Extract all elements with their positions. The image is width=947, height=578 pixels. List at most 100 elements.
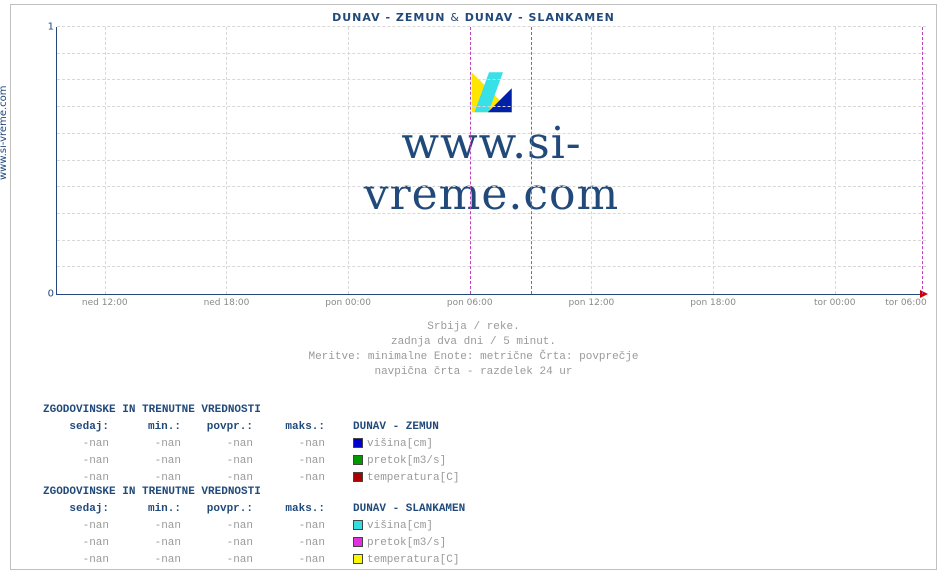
xaxis-tick-label: pon 06:00: [447, 298, 493, 308]
grid-vline: [226, 27, 227, 294]
grid-vline: [835, 27, 836, 294]
xaxis-tick-label: pon 00:00: [325, 298, 371, 308]
stats-row: -nan-nan-nan-nanvišina[cm]: [45, 519, 471, 534]
stats-block-a: ZGODOVINSKE IN TRENUTNE VREDNOSTIsedaj:m…: [43, 403, 923, 488]
stats-value: -nan: [189, 519, 259, 534]
stats-value: -nan: [117, 471, 187, 486]
grid-vline: [105, 27, 106, 294]
stats-header: ZGODOVINSKE IN TRENUTNE VREDNOSTI: [43, 403, 923, 418]
grid-hline: [57, 240, 926, 241]
legend-label: temperatura[C]: [367, 472, 459, 484]
stats-metric-cell: pretok[m3/s]: [333, 454, 465, 469]
caption-line: Srbija / reke.: [11, 320, 936, 335]
stats-value: -nan: [45, 454, 115, 469]
stats-station-name: DUNAV - SLANKAMEN: [333, 502, 471, 517]
chart-caption: Srbija / reke.zadnja dva dni / 5 minut.M…: [11, 320, 936, 380]
stats-value: -nan: [117, 519, 187, 534]
grid-vline: [348, 27, 349, 294]
site-credit: www.si-vreme.com: [0, 85, 9, 180]
xaxis-tick-label: ned 18:00: [204, 298, 250, 308]
grid-hline: [57, 133, 926, 134]
stats-metric-cell: temperatura[C]: [333, 471, 465, 486]
stats-value: -nan: [261, 437, 331, 452]
stats-col-header: maks.:: [261, 420, 331, 435]
stats-value: -nan: [45, 519, 115, 534]
title-ampersand: &: [450, 11, 460, 24]
stats-row: -nan-nan-nan-nanpretok[m3/s]: [45, 454, 465, 469]
stats-value: -nan: [189, 454, 259, 469]
stats-value: -nan: [261, 536, 331, 551]
legend-label: višina[cm]: [367, 520, 433, 532]
watermark: www.si-vreme.com: [274, 72, 709, 220]
stats-value: -nan: [45, 553, 115, 568]
stats-metric-cell: pretok[m3/s]: [333, 536, 471, 551]
stats-row: -nan-nan-nan-nantemperatura[C]: [45, 553, 471, 568]
stats-header: ZGODOVINSKE IN TRENUTNE VREDNOSTI: [43, 485, 923, 500]
chart-plot-area: www.si-vreme.com 01ned 12:00ned 18:00pon…: [56, 27, 926, 295]
day-divider-line: [922, 27, 923, 294]
stats-value: -nan: [45, 437, 115, 452]
chart-title: DUNAV - ZEMUN & DUNAV - SLANKAMEN: [11, 11, 936, 24]
stats-row: -nan-nan-nan-nanpretok[m3/s]: [45, 536, 471, 551]
stats-value: -nan: [261, 454, 331, 469]
stats-col-header: min.:: [117, 420, 187, 435]
stats-block-b: ZGODOVINSKE IN TRENUTNE VREDNOSTIsedaj:m…: [43, 485, 923, 570]
stats-table: sedaj:min.:povpr.:maks.:DUNAV - SLANKAME…: [43, 500, 473, 570]
legend-label: pretok[m3/s]: [367, 455, 446, 467]
stats-metric-cell: višina[cm]: [333, 437, 465, 452]
stats-value: -nan: [189, 437, 259, 452]
stats-metric-cell: temperatura[C]: [333, 553, 471, 568]
title-series-a: DUNAV - ZEMUN: [332, 11, 445, 24]
stats-metric-cell: višina[cm]: [333, 519, 471, 534]
legend-swatch: [353, 537, 363, 547]
stats-value: -nan: [117, 553, 187, 568]
stats-station-name: DUNAV - ZEMUN: [333, 420, 465, 435]
stats-value: -nan: [189, 536, 259, 551]
stats-col-header: sedaj:: [45, 420, 115, 435]
grid-hline: [57, 160, 926, 161]
stats-row: -nan-nan-nan-nanvišina[cm]: [45, 437, 465, 452]
day-divider-line: [531, 27, 532, 294]
legend-swatch: [353, 455, 363, 465]
stats-row: -nan-nan-nan-nantemperatura[C]: [45, 471, 465, 486]
stats-value: -nan: [117, 437, 187, 452]
stats-value: -nan: [45, 536, 115, 551]
stats-value: -nan: [117, 536, 187, 551]
xaxis-tick-label: pon 12:00: [569, 298, 615, 308]
stats-col-header: sedaj:: [45, 502, 115, 517]
grid-hline: [57, 26, 926, 27]
stats-value: -nan: [189, 553, 259, 568]
grid-vline: [591, 27, 592, 294]
legend-label: temperatura[C]: [367, 554, 459, 566]
xaxis-tick-label: pon 18:00: [690, 298, 736, 308]
stats-col-header: min.:: [117, 502, 187, 517]
stats-value: -nan: [261, 553, 331, 568]
grid-hline: [57, 106, 926, 107]
caption-line: navpična črta - razdelek 24 ur: [11, 365, 936, 380]
xaxis-tick-label: tor 06:00: [885, 298, 927, 308]
xaxis-tick-label: ned 12:00: [82, 298, 128, 308]
stats-value: -nan: [117, 454, 187, 469]
legend-label: pretok[m3/s]: [367, 537, 446, 549]
grid-hline: [57, 266, 926, 267]
grid-vline: [713, 27, 714, 294]
yaxis-tick-label: 0: [42, 289, 54, 300]
stats-col-header: maks.:: [261, 502, 331, 517]
legend-label: višina[cm]: [367, 438, 433, 450]
caption-line: zadnja dva dni / 5 minut.: [11, 335, 936, 350]
legend-swatch: [353, 472, 363, 482]
yaxis-tick-label: 1: [42, 22, 54, 33]
legend-swatch: [353, 438, 363, 448]
stats-value: -nan: [261, 519, 331, 534]
stats-col-header: povpr.:: [189, 420, 259, 435]
stats-table: sedaj:min.:povpr.:maks.:DUNAV - ZEMUN-na…: [43, 418, 467, 488]
title-series-b: DUNAV - SLANKAMEN: [465, 11, 615, 24]
grid-hline: [57, 213, 926, 214]
day-divider-line: [470, 27, 471, 294]
xaxis-tick-label: tor 00:00: [814, 298, 856, 308]
stats-value: -nan: [261, 471, 331, 486]
caption-line: Meritve: minimalne Enote: metrične Črta:…: [11, 350, 936, 365]
grid-hline: [57, 79, 926, 80]
chart-frame: DUNAV - ZEMUN & DUNAV - SLANKAMEN www.si…: [10, 4, 937, 570]
legend-swatch: [353, 554, 363, 564]
